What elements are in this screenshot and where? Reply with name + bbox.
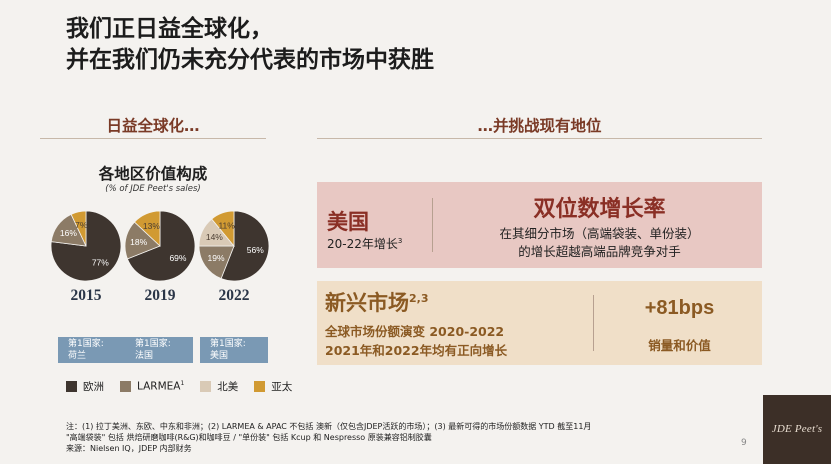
pie-label-2019-欧洲: 69% [169, 253, 186, 263]
pie-slice-2019-LARMEA [124, 221, 161, 260]
us-panel-desc-line-1: 在其细分市场（高端袋装、单份装） [499, 226, 700, 241]
title-line-1: 我们正日益全球化， [66, 16, 273, 42]
right-section-heading: …并挑战现有地位 [477, 117, 602, 135]
pie-label-2015-LARMEA: 16% [60, 228, 77, 238]
legend-swatch-larmea [120, 381, 131, 392]
chart-legend: 欧洲 LARMEA1 北美 亚太 [66, 379, 308, 394]
em-panel-title: 新兴市场2,3 [325, 291, 429, 315]
right-section-rule [317, 138, 762, 139]
footnote-line-3: 来源：Nielsen IQ，JDEP 内部财务 [66, 444, 192, 453]
us-panel-headline: 双位数增长率 [533, 197, 666, 222]
legend-label-north-america: 北美 [217, 381, 239, 393]
pie-slice-2019-欧洲 [126, 210, 196, 282]
pie-slice-2022-亚太 [211, 210, 235, 248]
pie-label-2019-LARMEA: 18% [130, 237, 147, 247]
country-box-label: 第1国家: [135, 339, 171, 349]
pie-label-2022-北美: 14% [206, 232, 223, 242]
footnotes: 注：(1) 拉丁美洲、东欧、中东和非洲；(2) LARMEA & APAC 不包… [66, 421, 591, 454]
em-panel-metric-label: 销量和价值 [648, 338, 711, 353]
country-box-2015: 第1国家: 荷兰 [58, 337, 126, 363]
pie-slice-2022-LARMEA [198, 245, 235, 280]
country-box-label: 第1国家: [68, 339, 104, 349]
us-panel-title: 美国 [327, 210, 369, 234]
pie-year-label-2015: 2015 [71, 287, 102, 304]
legend-label-europe: 欧洲 [83, 381, 104, 393]
us-panel-desc-line-2: 的增长超越高端品牌竞争对手 [518, 244, 681, 259]
pie-slice-2015-欧洲 [50, 210, 122, 282]
pie-slice-2019-亚太 [133, 210, 161, 247]
pie-label-2022-亚太: 11% [218, 221, 235, 231]
em-panel-line-2: 2021年和2022年均有正向增长 [325, 343, 508, 358]
left-section-rule [40, 138, 266, 139]
legend-swatch-apac [254, 381, 266, 392]
chart-subtitle: (% of JDE Peet's sales) [105, 184, 201, 194]
jde-peets-logo: JDE Peet's [763, 395, 831, 464]
legend-swatch-north-america [200, 381, 212, 392]
footnote-line-2: "高端袋装" 包括 烘焙研磨咖啡(R&G)和咖啡豆 / "单份装" 包括 Kcu… [66, 433, 432, 442]
pie-label-2019-亚太: 13% [143, 221, 160, 231]
legend-label-apac: 亚太 [271, 381, 293, 393]
pie-label-2022-LARMEA: 19% [208, 253, 225, 263]
country-box-2019: 第1国家: 法国 [125, 337, 193, 363]
pie-year-label-2022: 2022 [219, 287, 250, 304]
pie-label-2015-亚太: 7% [75, 220, 88, 230]
pie-slice-2015-亚太 [70, 210, 87, 247]
page-number: 9 [741, 438, 747, 448]
pie-group: 77% 16%7% 2015 69% 18% 13% 2019 56% 19% 14%11% 202… [50, 210, 270, 304]
pie-label-2015-欧洲: 77% [92, 257, 109, 267]
legend-larmea: LARMEA1 [120, 380, 184, 393]
country-box-value: 荷兰 [68, 351, 87, 361]
us-panel-subtitle: 20-22年增长3 [327, 237, 403, 251]
legend-swatch-europe [66, 381, 77, 392]
chart-title: 各地区价值构成 [98, 165, 208, 183]
pie-slice-2022-欧洲 [220, 210, 270, 282]
country-box-value: 法国 [135, 351, 154, 361]
em-panel-line-1: 全球市场份额演变 2020-2022 [325, 324, 505, 339]
us-panel-divider [432, 198, 433, 252]
footnote-line-1: 注：(1) 拉丁美洲、东欧、中东和非洲；(2) LARMEA & APAC 不包… [66, 422, 592, 431]
us-panel-description: 在其细分市场（高端袋装、单份装） 的增长超越高端品牌竞争对手 [442, 225, 757, 261]
pie-year-label-2019: 2019 [145, 287, 176, 304]
em-panel-text: 全球市场份额演变 2020-2022 2021年和2022年均有正向增长 [325, 322, 507, 360]
legend-north-america: 北美 [200, 379, 238, 394]
title-line-2: 并在我们仍未充分代表的市场中获胜 [66, 47, 434, 73]
pie-charts: 77% 16%7% 2015 69% 18% 13% 2019 56% 19% 14%11% 202… [50, 210, 270, 304]
legend-europe: 欧洲 [66, 379, 104, 394]
emerging-markets-panel: 新兴市场2,3 全球市场份额演变 2020-2022 2021年和2022年均有… [317, 281, 762, 365]
left-section-heading: 日益全球化… [106, 117, 200, 135]
page-title: 我们正日益全球化， 并在我们仍未充分代表的市场中获胜 [66, 14, 434, 76]
country-box-value: 美国 [210, 351, 229, 361]
em-panel-metric: +81bps [644, 297, 715, 319]
country-box-2022: 第1国家: 美国 [200, 337, 268, 363]
pie-label-2022-欧洲: 56% [247, 245, 264, 255]
country-box-label: 第1国家: [210, 339, 246, 349]
legend-label-larmea: LARMEA1 [137, 380, 185, 393]
logo-text: JDE Peet's [771, 423, 823, 435]
legend-apac: 亚太 [254, 379, 292, 394]
us-panel: 美国 20-22年增长3 双位数增长率 在其细分市场（高端袋装、单份装） 的增长… [317, 182, 762, 268]
em-panel-divider [593, 295, 594, 351]
